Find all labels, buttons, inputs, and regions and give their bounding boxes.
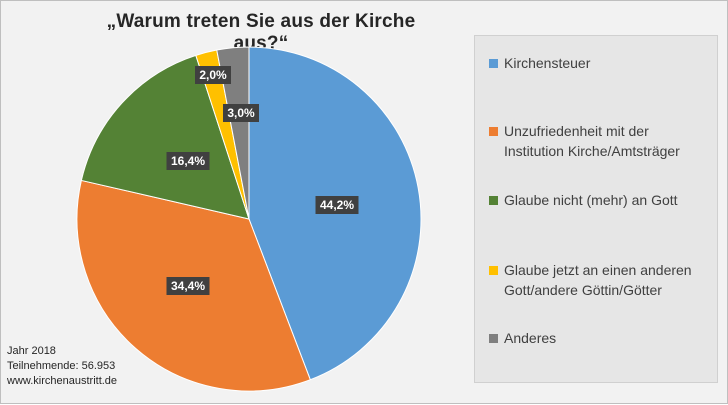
legend-item-unzufriedenheit: Unzufriedenheit mit der Institution Kirc… — [489, 121, 680, 161]
data-label-box — [195, 66, 231, 84]
footnote-year: Jahr 2018 — [7, 345, 56, 357]
data-label-box — [223, 104, 259, 122]
pie-slice-glaube-nicht-mehr-an-got — [80, 54, 250, 220]
legend-swatch — [489, 59, 498, 68]
footnote-participants: Teilnehmende: 56.953 — [7, 360, 116, 372]
data-label: 34,4% — [171, 279, 205, 293]
data-label: 44,2% — [320, 198, 354, 212]
data-label-group: 2,0% — [195, 66, 231, 84]
legend-label: Kirchensteuer — [504, 55, 591, 71]
legend-item-glaube-nicht: Glaube nicht (mehr) an Gott — [489, 190, 678, 210]
data-label: 16,4% — [171, 154, 205, 168]
legend-swatch — [489, 127, 498, 136]
legend-swatch — [489, 334, 498, 343]
legend-label: Unzufriedenheit mit der Institution Kirc… — [504, 123, 680, 159]
data-label-group: 34,4% — [166, 277, 210, 295]
source-footnote: Jahr 2018 Teilnehmende: 56.953 www.kirch… — [7, 344, 117, 389]
footnote-website: www.kirchenaustritt.de — [7, 375, 118, 387]
data-label-box — [166, 277, 210, 295]
legend-item-anderer-gott: Glaube jetzt an einen anderen Gott/ander… — [489, 260, 692, 300]
legend-item-anderes: Anderes — [489, 328, 556, 348]
data-label-box — [315, 196, 359, 214]
legend: Kirchensteuer Unzufriedenheit mit der In… — [474, 35, 718, 383]
legend-label: Glaube nicht (mehr) an Gott — [504, 192, 678, 208]
data-label-box — [166, 152, 210, 170]
legend-label: Glaube jetzt an einen anderen Gott/ander… — [504, 262, 692, 298]
legend-item-kirchensteuer: Kirchensteuer — [489, 53, 590, 73]
legend-swatch — [489, 196, 498, 205]
data-label-group: 3,0% — [223, 104, 259, 122]
data-label: 2,0% — [199, 68, 227, 82]
legend-swatch — [489, 266, 498, 275]
data-label-group: 44,2% — [315, 196, 359, 214]
legend-label: Anderes — [504, 330, 557, 346]
data-label-group: 16,4% — [166, 152, 210, 170]
data-label: 3,0% — [227, 106, 255, 120]
pie-chart: 44,2% 34,4% 16,4% 2,0% 3,0% — [76, 46, 422, 392]
pie-slice-anderes — [216, 46, 250, 220]
